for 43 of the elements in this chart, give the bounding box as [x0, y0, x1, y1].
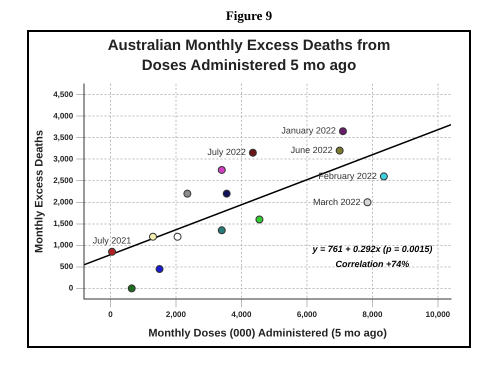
annotation: June 2022: [290, 145, 333, 156]
y-tick-label: 3,500: [53, 132, 74, 142]
x-tick-label: 4,000: [231, 310, 252, 320]
chart-title: Figure 9: [224, 8, 274, 24]
chart-subtitle: Australian Monthly Excess Deaths from Doses Administered 5 mo ago: [106, 36, 392, 76]
x-tick-label: 0: [108, 310, 114, 320]
point: [108, 248, 116, 256]
x-tick-label: 10,000: [426, 310, 451, 320]
point: [336, 146, 344, 155]
point: [218, 166, 226, 174]
point: [174, 232, 182, 241]
point: [156, 265, 164, 274]
point: [363, 198, 372, 206]
x-axis-title: Monthly Doses (000) Administered (5 mo ago): [148, 327, 388, 340]
y-axis-title: Monthly Excess Deaths: [34, 130, 46, 253]
point: [222, 190, 231, 198]
annotation: January 2022: [281, 126, 336, 136]
y-tick-label: 1,500: [53, 219, 74, 228]
point: [183, 190, 192, 198]
annotation: February 2022: [318, 170, 377, 181]
point: [338, 127, 347, 136]
point: [248, 148, 257, 157]
annotation: July 2021: [92, 235, 132, 246]
x-tick-label: 8,000: [362, 310, 383, 320]
y-tick-label: 4,000: [53, 111, 74, 120]
point: [255, 216, 264, 224]
point: [218, 226, 226, 234]
annotation: Correlation +74%: [336, 259, 410, 270]
point: [148, 232, 157, 241]
y-tick-label: 1,000: [53, 240, 74, 250]
point: [128, 284, 136, 292]
y-tick-label: 2,000: [53, 197, 74, 206]
x-tick-label: 6,000: [296, 310, 318, 320]
y-tick-label: 2,500: [53, 176, 74, 185]
point: [380, 172, 388, 180]
x-tick-label: 2,000: [166, 310, 186, 320]
annotation: y = 761 + 0.292x (p = 0.0015): [311, 244, 432, 254]
annotation: March 2022: [312, 196, 360, 207]
y-tick-label: 0: [68, 284, 74, 293]
y-tick-label: 3,000: [53, 154, 74, 164]
annotation: July 2022: [207, 147, 246, 158]
y-tick-label: 500: [60, 262, 74, 272]
y-tick-label: 4,500: [53, 90, 74, 99]
